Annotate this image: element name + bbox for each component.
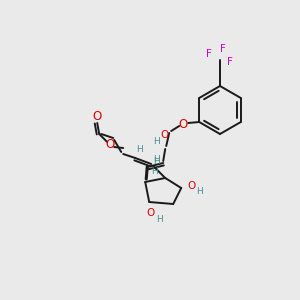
Text: F: F	[220, 44, 226, 54]
Text: H: H	[196, 188, 202, 196]
Text: F: F	[206, 49, 212, 59]
Text: H: H	[151, 167, 158, 176]
Text: H: H	[153, 155, 160, 164]
Text: H: H	[153, 137, 160, 146]
Text: F: F	[227, 57, 233, 67]
Text: O: O	[178, 118, 188, 130]
Text: H: H	[136, 146, 142, 154]
Text: H: H	[156, 214, 163, 224]
Text: O: O	[146, 208, 154, 218]
Text: O: O	[187, 181, 195, 191]
Text: O: O	[106, 139, 115, 152]
Text: H: H	[153, 157, 160, 166]
Text: O: O	[93, 110, 102, 122]
Text: O: O	[160, 130, 168, 140]
